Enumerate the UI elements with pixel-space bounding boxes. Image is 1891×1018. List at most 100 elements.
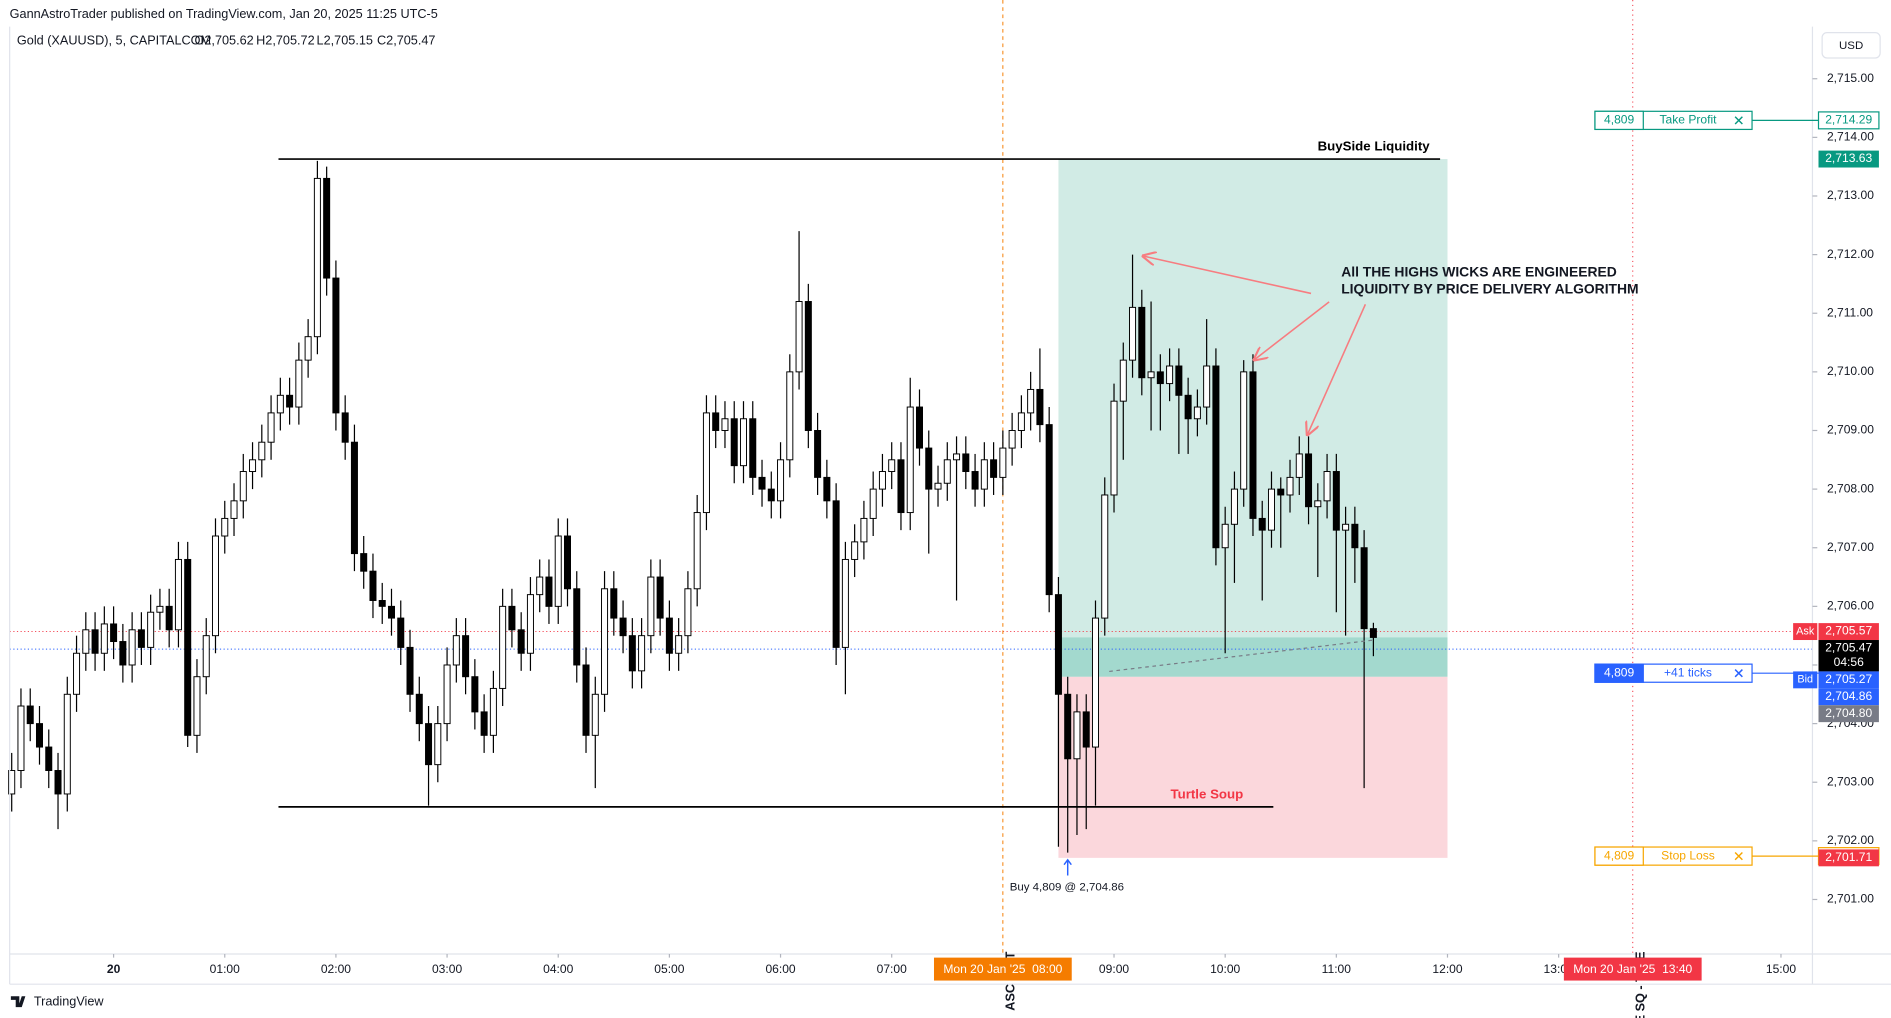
currency-button[interactable]: [1821, 32, 1881, 59]
order-qty: 4,809: [1604, 848, 1634, 862]
order-label: Take Profit: [1660, 113, 1718, 127]
candle-body: [434, 723, 442, 766]
x-tick-label: 12:00: [1432, 962, 1462, 976]
price-label: 2,705.47: [1825, 641, 1872, 655]
candle-body: [999, 447, 1007, 478]
open-profit-zone: [1058, 637, 1448, 677]
arrow: [1307, 303, 1367, 434]
symbol-title: Gold (XAUUSD), 5, CAPITALCOM: [17, 33, 211, 47]
candle-body: [823, 476, 831, 502]
candle-body: [1147, 371, 1155, 379]
y-tick-label: 2,703.00: [1827, 774, 1874, 788]
candle-body: [656, 576, 664, 619]
currency-label: USD: [1839, 40, 1863, 52]
candle-body: [1323, 471, 1331, 502]
date-label: Mon 20 Jan '25 08:00: [943, 962, 1062, 976]
order-qty: 4,809: [1604, 113, 1634, 127]
candle-body: [35, 723, 43, 748]
y-tick-label: 2,708.00: [1827, 481, 1874, 495]
order-qty-box: [1594, 110, 1644, 131]
order-close-icon[interactable]: [1734, 669, 1743, 678]
order-label: Stop Loss: [1661, 848, 1715, 862]
arrow: [1143, 256, 1312, 295]
candle-body: [869, 488, 877, 519]
candle-body: [841, 558, 849, 648]
candle-body: [230, 500, 238, 519]
order-close-icon[interactable]: [1734, 851, 1743, 861]
price-label-box: [1818, 849, 1879, 867]
ohlc-open: O2,705.62: [195, 33, 254, 47]
candle-body: [795, 301, 803, 373]
candle-body: [82, 629, 90, 654]
candle-body: [147, 611, 155, 648]
candle-body: [1036, 388, 1044, 426]
candle-body: [1277, 488, 1285, 496]
candle-body: [1175, 365, 1183, 396]
candle-body: [397, 617, 405, 648]
candle-body: [128, 629, 136, 666]
price-label-box: [1818, 671, 1879, 689]
candle-body: [452, 635, 460, 666]
candle-body: [860, 517, 868, 543]
candle-body: [1221, 523, 1229, 549]
candle-body: [369, 570, 377, 601]
candle-body: [1230, 488, 1238, 525]
candle-body: [749, 418, 757, 478]
candle-body: [258, 441, 266, 461]
candle-body: [295, 359, 303, 408]
candle-body: [480, 711, 488, 736]
candle-body: [925, 447, 933, 490]
candle-body: [1267, 488, 1275, 531]
date-label: Mon 20 Jan '25 13:40: [1573, 962, 1692, 976]
date-label-box: [1563, 957, 1702, 981]
candle-body: [63, 693, 71, 795]
candle-body: [45, 746, 53, 771]
y-tick-label: 2,702.00: [1827, 833, 1874, 847]
order-close-icon[interactable]: [1734, 116, 1743, 125]
candle-body: [1119, 359, 1127, 402]
candle-body: [350, 441, 358, 555]
candle-body: [489, 687, 497, 736]
candle-body: [137, 629, 145, 648]
price-label-box: [1818, 640, 1879, 672]
y-tick-label: 2,715.00: [1827, 71, 1874, 85]
candle-body: [712, 412, 720, 431]
candle-body: [1332, 471, 1340, 531]
candle-body: [1203, 365, 1211, 408]
candle-body: [832, 500, 840, 648]
candle-body: [91, 629, 99, 654]
order-price-box: [1817, 111, 1880, 130]
ohlc-high: H2,705.72: [256, 33, 315, 47]
candle-body: [1110, 400, 1118, 496]
candle-body: [563, 535, 571, 590]
candle-body: [971, 471, 979, 490]
main-layer: [8, 160, 1377, 853]
x-tick-label: 09:00: [1099, 962, 1129, 976]
candle-body: [249, 459, 257, 473]
candle-body: [730, 418, 738, 467]
candle-body: [8, 770, 16, 795]
candle-body: [54, 770, 62, 795]
price-label: 2,705.27: [1825, 672, 1872, 686]
price-label-countdown: 04:56: [1834, 655, 1864, 669]
y-tick-label: 2,711.00: [1827, 305, 1873, 319]
candle-body: [193, 676, 201, 736]
x-tick-label: 02:00: [321, 962, 351, 976]
candle-body: [17, 705, 25, 771]
candle-body: [26, 705, 34, 725]
price-tag: Ask: [1796, 625, 1815, 637]
ohlc-low: L2,705.15: [317, 33, 373, 47]
candle-body: [1054, 594, 1062, 695]
candle-body: [536, 576, 544, 596]
candle-body: [675, 635, 683, 654]
x-tick-label: 11:00: [1322, 962, 1352, 976]
candle-body: [582, 664, 590, 736]
candle-body: [202, 635, 210, 678]
candle-body: [184, 558, 192, 736]
candle-body: [545, 576, 553, 607]
candle-body: [110, 623, 118, 643]
candle-body: [777, 459, 785, 502]
candle-body: [1360, 547, 1368, 630]
y-tick-label: 2,712.00: [1827, 247, 1874, 261]
